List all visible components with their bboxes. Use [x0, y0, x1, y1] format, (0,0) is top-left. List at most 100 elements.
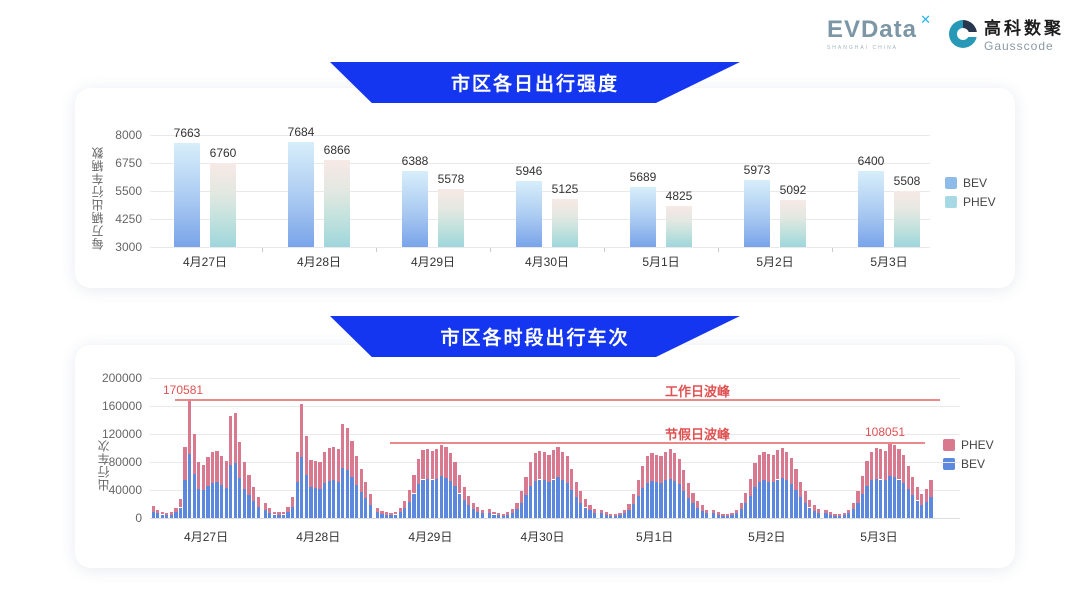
bev-stack-bar	[677, 484, 681, 518]
phev-stack-bar	[641, 465, 645, 488]
hourly-chart-title: 市区各时段出行车次	[440, 328, 630, 349]
bev-stack-bar	[238, 478, 242, 518]
bev-bar	[630, 186, 656, 247]
bev-bar	[858, 170, 884, 247]
phev-stack-bar	[776, 450, 780, 480]
phev-stack-bar	[799, 481, 803, 497]
bev-stack-bar	[389, 515, 393, 518]
y-tick-label: 120000	[101, 427, 142, 441]
phev-stack-bar	[458, 474, 462, 494]
bev-stack-bar	[659, 483, 663, 518]
phev-stack-bar	[911, 477, 915, 495]
bev-stack-bar	[636, 496, 640, 518]
phev-stack-bar	[785, 452, 789, 481]
bev-stack-bar	[789, 483, 794, 518]
legend-item-bev[interactable]: BEV	[943, 457, 994, 471]
phev-stack-bar	[277, 512, 281, 515]
phev-stack-bar	[538, 450, 542, 480]
bev-stack-bar	[359, 492, 363, 518]
phev-stack-bar	[364, 481, 368, 499]
phev-stack-bar	[812, 505, 816, 511]
bev-stack-bar	[645, 483, 649, 518]
phev-stack-bar	[860, 476, 865, 495]
phev-stack-bar	[336, 449, 340, 482]
phev-stack-bar	[529, 462, 533, 486]
holiday-peak-value: 108051	[865, 425, 906, 440]
bev-stack-bar	[828, 514, 833, 518]
phev-stack-bar	[309, 459, 313, 488]
phev-stack-bar	[332, 447, 336, 481]
phev-stack-bar	[519, 491, 524, 503]
phev-stack-bar	[524, 477, 528, 495]
phev-stack-bar	[725, 513, 730, 516]
bev-stack-bar	[771, 482, 775, 518]
gausscode-cn-name: 高科数聚	[984, 19, 1064, 38]
phev-stack-bar	[748, 478, 752, 496]
bev-stack-bar	[794, 490, 798, 518]
phev-stack-bar	[824, 509, 828, 514]
phev-stack-bar	[471, 502, 475, 510]
phev-bar-value: 5578	[437, 172, 465, 187]
phev-stack-bar	[574, 481, 578, 497]
bev-stack-bar	[583, 507, 588, 518]
bev-stack-bar	[767, 481, 771, 518]
legend-item-phev[interactable]: PHEV	[943, 438, 994, 452]
bev-stack-bar	[519, 502, 524, 518]
x-axis-label: 4月27日	[182, 255, 228, 269]
x-axis-label: 5月1日	[642, 255, 680, 269]
bev-stack-bar	[632, 504, 636, 518]
phev-stack-bar	[851, 502, 855, 509]
phev-stack-bar	[188, 398, 192, 455]
bev-stack-bar	[256, 506, 260, 518]
x-axis-tick	[604, 248, 605, 252]
x-axis-tick	[376, 248, 377, 252]
phev-stack-bar	[767, 453, 771, 482]
evdata-logo-text: EVData	[826, 16, 917, 43]
workday-peak-line	[175, 398, 940, 401]
bev-stack-bar	[579, 502, 583, 518]
phev-stack-bar	[794, 469, 798, 490]
bev-stack-bar	[345, 470, 350, 518]
phev-stack-bar	[613, 513, 617, 516]
bev-stack-bar	[156, 513, 160, 518]
bev-stack-bar	[515, 508, 519, 518]
bev-stack-bar	[812, 510, 816, 518]
phev-bar-value: 5092	[779, 183, 807, 198]
bev-stack-bar	[327, 480, 331, 518]
bev-stack-bar	[247, 494, 251, 518]
phev-stack-bar	[151, 506, 155, 512]
phev-stack-bar	[686, 483, 691, 498]
bev-stack-bar	[883, 480, 887, 518]
legend-item-phev[interactable]: PHEV	[945, 195, 996, 209]
bev-stack-bar	[444, 478, 448, 518]
phev-stack-bar	[426, 448, 430, 479]
bev-stack-bar	[929, 497, 933, 518]
phev-stack-bar	[906, 465, 910, 489]
y-tick-label: 80000	[108, 455, 142, 469]
bev-stack-bar	[892, 477, 897, 518]
bev-stack-bar	[458, 493, 462, 518]
bev-stack-bar	[833, 515, 837, 518]
bev-stack-bar	[497, 515, 501, 518]
bev-stack-bar	[686, 497, 691, 518]
phev-stack-bar	[375, 507, 379, 513]
bev-stack-bar	[851, 508, 855, 518]
phev-stack-bar	[636, 479, 640, 497]
phev-stack-bar	[744, 492, 748, 504]
bev-stack-bar	[547, 481, 551, 518]
x-axis-tick	[718, 248, 719, 252]
legend-item-bev[interactable]: BEV	[945, 176, 996, 190]
bev-stack-bar	[229, 464, 233, 518]
y-tick-label: 40000	[108, 483, 142, 497]
bev-stack-bar	[304, 474, 308, 518]
bev-stack-bar	[570, 490, 574, 518]
x-axis-label: 4月27日	[184, 530, 229, 544]
hourly-chart-legend: PHEV BEV	[943, 438, 994, 471]
phev-legend-swatch	[943, 439, 955, 451]
evdata-logo: EVData ✕ SHANGHAI CHINA	[826, 12, 931, 51]
phev-stack-bar	[645, 456, 649, 483]
phev-stack-bar	[206, 457, 210, 486]
bev-stack-bar	[924, 501, 929, 518]
phev-stack-bar	[542, 452, 546, 481]
